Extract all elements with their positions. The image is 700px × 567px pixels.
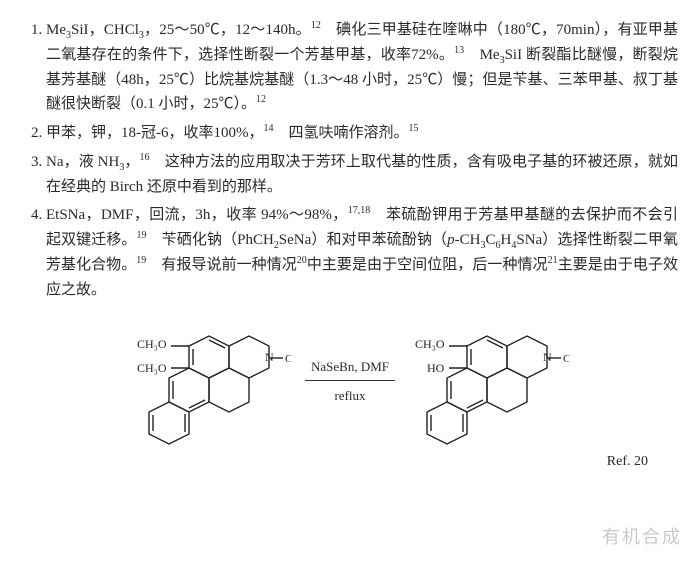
reagent-top: NaSeBn, DMF: [305, 356, 395, 380]
item3-text: Na，液 NH3，16 这种方法的应用取决于芳环上取代基的性质，含有吸电子基的环…: [46, 154, 678, 195]
list-item-2: 甲苯，钾，18-冠-6，收率100%，14 四氢呋喃作溶剂。15: [46, 121, 678, 146]
watermark: 有机合成: [602, 523, 682, 553]
left-r2-label: CH₃O: [137, 361, 167, 375]
list-item-3: Na，液 NH3，16 这种方法的应用取决于芳环上取代基的性质，含有吸电子基的环…: [46, 150, 678, 200]
right-r2-label: HO: [427, 361, 445, 375]
molecule-right: N CH₃ CH₃O HO: [409, 316, 569, 446]
numbered-list: Me3SiI，CHCl3，25～50℃，12～140h。12 碘化三甲基硅在喹啉…: [22, 18, 678, 302]
list-item-4: EtSNa，DMF，回流，3h，收率 94%～98%，17,18 苯硫酚钾用于芳…: [46, 203, 678, 302]
svg-text:N: N: [265, 350, 274, 364]
right-n-sub: CH₃: [563, 353, 569, 365]
list-item-1: Me3SiI，CHCl3，25～50℃，12～140h。12 碘化三甲基硅在喹啉…: [46, 18, 678, 117]
reaction-scheme: N CH₃ CH₃O CH₃O NaSeBn, DMF reflux N CH₃: [22, 316, 678, 446]
reagent-bottom: reflux: [334, 383, 365, 406]
item1-text: Me3SiI，CHCl3，25～50℃，12～140h。12 碘化三甲基硅在喹啉…: [46, 22, 678, 112]
left-r1-label: CH₃O: [137, 337, 167, 351]
left-n-sub: CH₃: [285, 353, 291, 365]
svg-text:N: N: [543, 350, 552, 364]
reference-label: Ref. 20: [22, 450, 678, 473]
item2-text: 甲苯，钾，18-冠-6，收率100%，14 四氢呋喃作溶剂。15: [46, 125, 419, 141]
reaction-arrow: NaSeBn, DMF reflux: [305, 356, 395, 406]
item4-text: EtSNa，DMF，回流，3h，收率 94%～98%，17,18 苯硫酚钾用于芳…: [46, 207, 678, 297]
right-r1-label: CH₃O: [415, 337, 445, 351]
molecule-left: N CH₃ CH₃O CH₃O: [131, 316, 291, 446]
